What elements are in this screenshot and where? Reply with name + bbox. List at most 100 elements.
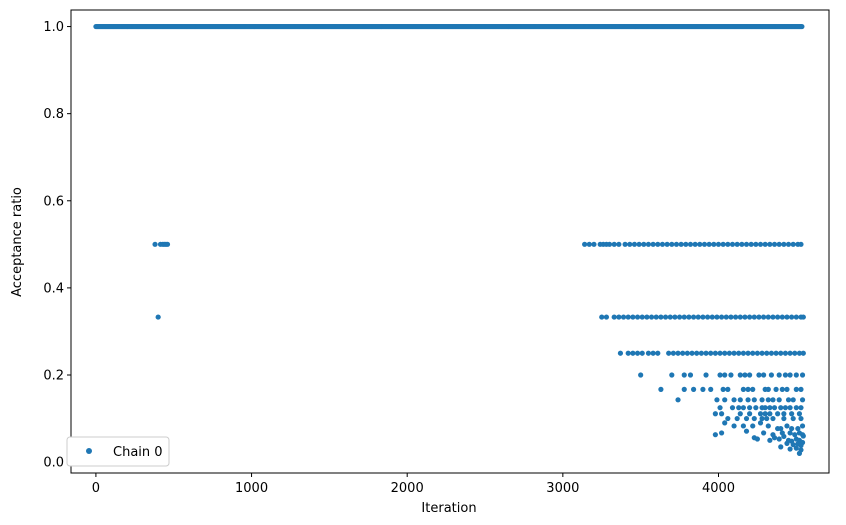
data-point [793, 445, 799, 451]
data-point [680, 350, 686, 356]
x-tick-label: 4000 [702, 481, 735, 496]
data-point [770, 397, 776, 403]
data-point [798, 386, 804, 392]
data-point [761, 372, 767, 378]
data-point [764, 350, 770, 356]
data-point [736, 350, 742, 356]
data-point [722, 350, 728, 356]
data-point [737, 372, 743, 378]
data-point [672, 314, 678, 320]
legend-marker [86, 448, 92, 454]
data-point [768, 350, 775, 356]
data-point [681, 314, 687, 320]
legend: Chain 0 [66, 436, 170, 467]
data-point [715, 241, 722, 247]
data-point [697, 241, 703, 247]
data-point [795, 425, 801, 432]
data-point [155, 314, 161, 320]
data-point [687, 372, 694, 378]
data-point [776, 372, 782, 378]
data-point [740, 405, 746, 411]
data-point [622, 241, 628, 247]
data-point [690, 386, 697, 392]
data-point [765, 423, 771, 429]
data-point [704, 314, 711, 320]
data-point [725, 386, 731, 392]
data-point [745, 386, 751, 392]
data-point [729, 241, 736, 247]
data-point [798, 405, 804, 411]
data-point [599, 314, 605, 320]
data-point [731, 350, 737, 356]
data-point [695, 314, 701, 320]
data-point [764, 415, 770, 422]
data-point [771, 435, 778, 441]
data-point [770, 314, 776, 320]
data-point [700, 314, 706, 320]
data-point [737, 397, 743, 403]
x-axis-label: Iteration [421, 501, 476, 516]
data-point [690, 314, 697, 320]
data-point [743, 415, 750, 422]
data-point [762, 411, 768, 417]
data-point [740, 386, 746, 392]
data-point [638, 372, 644, 378]
data-point [669, 372, 675, 378]
data-point [751, 397, 757, 403]
data-point [703, 372, 709, 378]
data-point [776, 397, 782, 403]
data-point [722, 420, 728, 426]
data-point [728, 372, 734, 378]
data-point [740, 423, 746, 429]
data-point [761, 314, 767, 320]
data-point [711, 241, 717, 247]
data-point [798, 241, 804, 247]
data-point [675, 350, 681, 356]
data-point [648, 314, 655, 320]
data-point [793, 372, 799, 378]
data-point [765, 397, 771, 403]
data-point [734, 415, 740, 422]
data-point [784, 440, 790, 446]
data-point [719, 411, 725, 417]
plot-frame [70, 9, 830, 474]
data-point [722, 372, 728, 378]
data-point [700, 386, 706, 392]
data-point [781, 241, 787, 247]
data-point [778, 444, 784, 450]
data-point [771, 405, 778, 411]
data-point [630, 314, 636, 320]
data-point [798, 415, 804, 422]
data-point [698, 350, 704, 356]
data-point [747, 405, 753, 411]
data-point [689, 350, 695, 356]
data-point [644, 314, 650, 320]
data-point [742, 314, 748, 320]
data-point [762, 241, 768, 247]
data-point [781, 433, 787, 440]
data-point [717, 350, 723, 356]
data-point [673, 241, 680, 247]
data-point [787, 350, 793, 356]
data-point [706, 241, 712, 247]
data-point [739, 241, 745, 247]
data-point [779, 386, 785, 392]
data-point [625, 314, 631, 320]
data-point [726, 350, 732, 356]
data-point [770, 415, 776, 422]
data-point [717, 372, 723, 378]
data-point [747, 372, 753, 378]
data-point [653, 314, 659, 320]
data-point [762, 405, 768, 411]
data-point [712, 411, 718, 417]
data-point [729, 405, 736, 411]
data-point [616, 314, 622, 320]
data-point [757, 411, 764, 417]
data-point [725, 241, 731, 247]
data-point [775, 411, 781, 417]
data-point [675, 397, 681, 403]
data-point [778, 405, 784, 411]
data-point [747, 314, 753, 320]
data-point [776, 241, 782, 247]
